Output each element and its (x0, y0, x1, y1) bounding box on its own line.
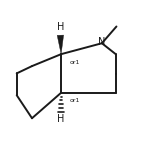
Text: H: H (57, 114, 65, 124)
Polygon shape (57, 35, 64, 54)
Text: or1: or1 (70, 98, 80, 103)
Text: N: N (98, 37, 106, 47)
Text: or1: or1 (70, 60, 80, 65)
Text: H: H (57, 22, 64, 32)
